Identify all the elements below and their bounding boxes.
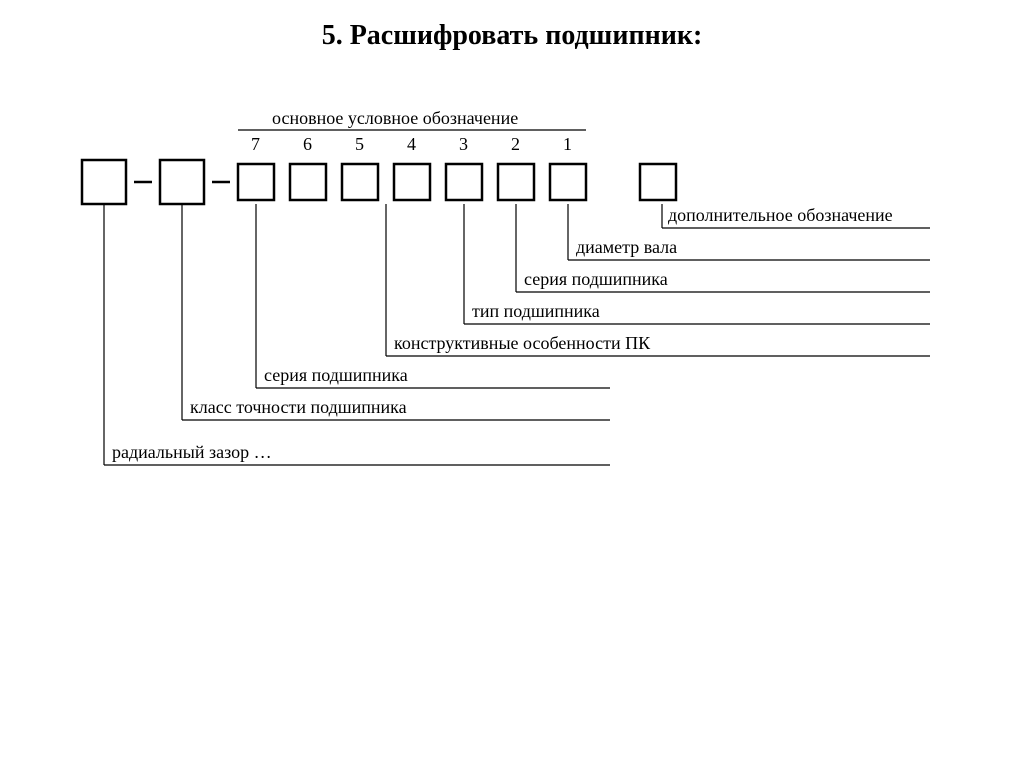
page-root: { "title": "5. Расшифровать подшипник:",… [0, 0, 1024, 767]
diagram-svg [0, 0, 1024, 767]
